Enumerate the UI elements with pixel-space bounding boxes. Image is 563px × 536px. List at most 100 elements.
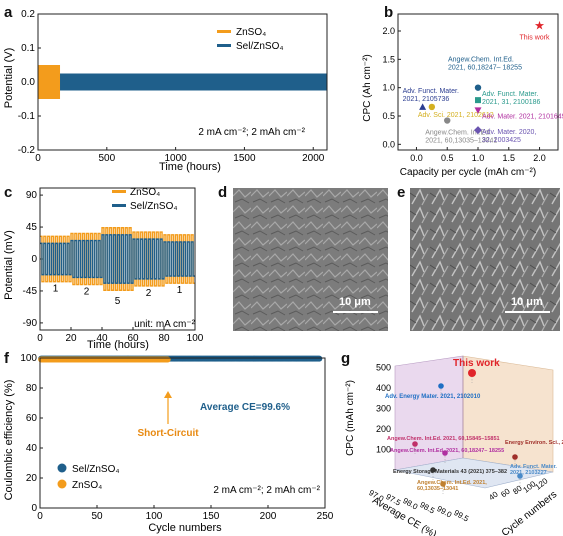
point-label: Energy Storage Materials 43 (2021) 375–3… [393, 469, 507, 475]
point-label: Angew.Chem. Int.Ed. 2021, 60,15845–15851 [387, 436, 500, 442]
chart-f-xlabel: Cycle numbers [148, 522, 222, 534]
y-tick-label: -0.2 [18, 145, 36, 156]
panel-label-g: g [341, 350, 351, 367]
y-tick-label: 20 [26, 473, 38, 484]
z-tick-label: 500 [376, 363, 391, 373]
x-tick-label: 99.0 [435, 504, 453, 520]
x-tick-label: 99.5 [452, 508, 470, 524]
marker-triangle-down [474, 107, 482, 114]
x-tick-label: 50 [91, 511, 103, 522]
y-tick-label: 40 [487, 489, 500, 502]
chart-a-xlabel: Time (hours) [159, 161, 221, 173]
y-tick-label: 90 [26, 190, 38, 201]
chart-f-short-circuit-label: Short-Circuit [137, 428, 199, 439]
y-tick-label: 1.5 [382, 54, 395, 64]
x-tick-label: 1.5 [503, 153, 516, 163]
point-marker [412, 441, 418, 447]
y-tick-label: 2.0 [382, 26, 395, 36]
marker-circle [474, 84, 482, 91]
legend-label-sel: Sel/ZnSO₄ [130, 201, 177, 212]
sem-texture-e [410, 188, 560, 331]
chart-f: 0 50 100 150 200 250 0 20 40 60 80 100 Cycle number… [3, 353, 334, 534]
series-sel-line [40, 234, 195, 284]
y-tick-label: -0.1 [18, 111, 36, 122]
point-label: Adv. Mater. 2021, 2101649 [482, 113, 563, 120]
marker-circle [444, 117, 451, 124]
point-label: 2021, 2105736 [403, 96, 450, 103]
x-tick-label: 100 [146, 511, 163, 522]
y-tick-label: 60 [499, 486, 512, 499]
point-label: Angew.Chem. Int.Ed. [425, 130, 491, 137]
point-label: This work [520, 34, 550, 41]
series-sel-band [38, 73, 327, 91]
legend-label-sel: Sel/ZnSO₄ [72, 464, 119, 475]
point-sel [316, 355, 323, 362]
chart-f-plot: 0 50 100 150 200 250 0 20 40 60 80 100 [20, 353, 333, 522]
chart-c-legend: ZnSO₄ Sel/ZnSO₄ [112, 187, 177, 212]
chart-c-frame [39, 187, 196, 331]
x-tick-label: 98.0 [401, 496, 419, 512]
legend-swatch-znso4 [217, 30, 231, 33]
point-znso4 [164, 356, 171, 363]
x-tick-label: 80 [158, 333, 170, 344]
legend-marker-sel [57, 463, 67, 473]
point-label: Angew.Chem. Int.Ed. 2021, 60,18247– 1825… [390, 448, 504, 454]
sem-image-e: 10 μm [410, 188, 560, 331]
x-tick-label: 150 [203, 511, 220, 522]
scale-label-e: 10 μm [511, 296, 543, 308]
point-label: Adv. Sci. 2021, 2102612 [418, 112, 494, 119]
z-tick-label: 300 [376, 404, 391, 414]
x-tick-label: 0.5 [441, 153, 454, 163]
chart-f-ylabel: Coulombic efficiency (%) [3, 380, 15, 501]
chart-c: 0 20 40 60 80 100 -90 -45 0 45 90 1 2 5 2 1 Time (hours… [3, 187, 204, 351]
legend-label-znso4: ZnSO₄ [72, 480, 102, 491]
legend-label-znso4: ZnSO₄ [236, 27, 266, 38]
y-tick-label: 1.0 [382, 83, 395, 93]
legend-marker-znso4 [57, 479, 67, 489]
z-tick-label: 100 [376, 445, 391, 455]
point-label: 2021, 31, 2100186 [482, 99, 540, 106]
point-label: Adv. Mater. 2020, [482, 129, 536, 136]
x-tick-label: 20 [65, 333, 77, 344]
x-tick-label: 500 [98, 153, 115, 164]
x-tick-label: 2.0 [533, 153, 546, 163]
x-tick-label: 200 [260, 511, 277, 522]
sem-image-d: 10 μm [233, 188, 388, 331]
z-tick-label: 200 [376, 424, 391, 434]
chart-a-frame [37, 13, 328, 151]
x-tick-label: 1500 [233, 153, 256, 164]
marker-circle [428, 103, 436, 111]
y-tick-label: 0.0 [382, 139, 395, 149]
point-label: Energy Environ. Sci., 2021, 14, 3609 [505, 440, 563, 446]
g-back-wall-right [462, 355, 554, 473]
panel-label-a: a [4, 4, 13, 21]
chart-a-legend: ZnSO₄ Sel/ZnSO₄ [217, 27, 283, 52]
chart-b-plot: 0.0 0.5 1.0 1.5 2.0 0.0 0.5 1.0 1.5 2.0 ★ This work… [382, 13, 563, 163]
scale-bar-d [333, 311, 378, 313]
x-tick-label: 40 [96, 333, 108, 344]
y-tick-label: -45 [23, 286, 38, 297]
panel-label-e: e [397, 184, 406, 201]
marker-triangle [419, 103, 427, 110]
marker-star: ★ [534, 18, 545, 32]
y-tick-label: -90 [23, 318, 38, 329]
chart-c-ylabel: Potential (mV) [3, 230, 15, 300]
y-tick-label: 60 [26, 413, 38, 424]
series-znso4-band [38, 65, 61, 99]
y-tick-label: 120 [533, 476, 549, 492]
point-marker [430, 467, 436, 473]
legend-label-sel: Sel/ZnSO₄ [236, 41, 283, 52]
point-label: 2021, 2103227 [510, 470, 547, 476]
x-tick-label: 2000 [302, 153, 325, 164]
chart-b-ylabel: CPC (Ah cm⁻²) [362, 54, 373, 122]
chart-g-zlabel: CPC (mAh cm⁻²) [345, 380, 356, 456]
chart-b: 0.0 0.5 1.0 1.5 2.0 0.0 0.5 1.0 1.5 2.0 ★ This work… [362, 13, 563, 178]
chart-f-frame [39, 357, 326, 509]
panel-label-f: f [4, 350, 9, 367]
point-label: Adv. Funct. Mater. [510, 464, 557, 470]
chart-b-frame [397, 13, 559, 151]
x-tick-label: 1000 [164, 153, 187, 164]
chart-a-annotation: 2 mA cm⁻²; 2 mAh cm⁻² [198, 127, 305, 138]
chart-a: 0 500 1000 1500 2000 -0.2 -0.1 0.0 0.1 0.2 Time (… [3, 9, 328, 173]
